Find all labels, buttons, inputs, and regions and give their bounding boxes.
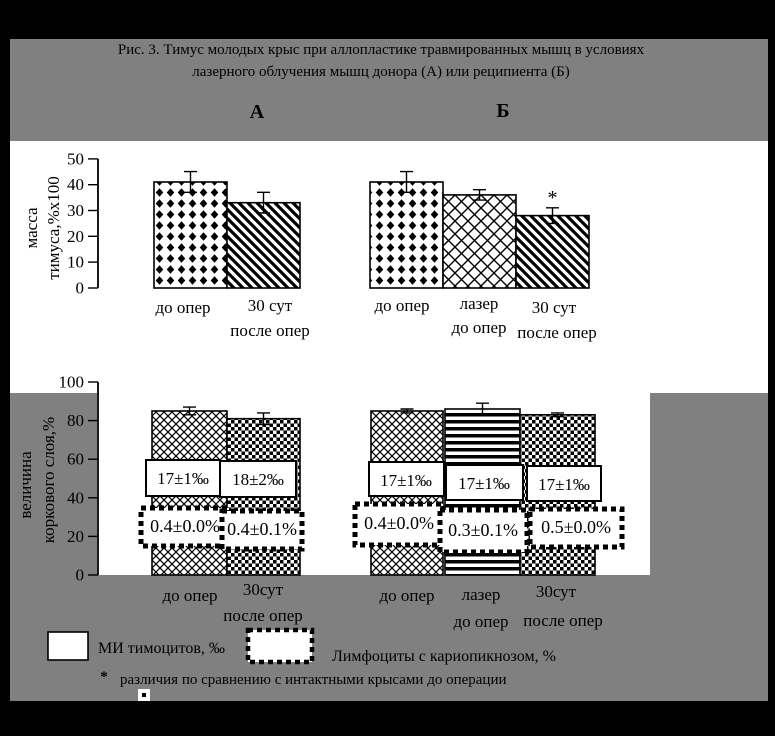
bottom-ytick-label: 0 [76,566,85,585]
top-a-xtick: 30 сут [248,296,293,315]
errorbar [400,170,413,193]
karyo-value: 0.4±0.0% [150,516,220,536]
legend-karyo-swatch [245,627,315,665]
errorbar [400,408,414,414]
panel-a-label: А [250,101,265,123]
legend-mi-swatch [47,631,89,661]
karyo-value-box [219,508,305,552]
mi-value: 18±2‰ [232,470,284,489]
mi-value-box [445,464,524,501]
bar-top-b-pre-op [369,181,444,289]
top-a-xtick: после опер [230,321,310,340]
top-ytick-label: 10 [67,253,84,272]
bottom-b-xtick: после опер [523,611,603,630]
bottom-ytick-label: 20 [67,527,84,546]
top-ytick-label: 40 [67,175,84,194]
bottom-b-xtick: 30сут [536,582,577,601]
karyo-value-box [352,501,446,548]
karyo-value-box [138,505,232,549]
mi-value-box [526,465,602,502]
legend-mi-label: МИ тимоцитов, ‰ [98,640,225,657]
mi-value: 17±1‰ [458,474,510,493]
bar-top-b-30days [515,214,590,289]
errorbar [546,207,559,225]
karyo-value: 0.4±0.1% [227,519,297,539]
figure-title-line2: лазерного облучения мышц донора (А) или … [192,64,569,80]
top-y-axis-label-line2: тимуса,%х100 [44,176,63,280]
mi-value-box [368,461,445,497]
mi-value: 17±1‰ [380,471,432,490]
top-ytick-label: 50 [67,149,84,168]
errorbar [476,402,489,416]
karyo-value: 0.3±0.1% [448,520,518,540]
significance-star: * [548,187,558,209]
top-a-xtick: до опер [155,298,210,317]
karyo-value: 0.4±0.0% [364,513,434,533]
bottom-b-xtick: лазер [462,585,501,604]
top-b-xtick: после опер [517,323,597,342]
top-b-xtick: лазер [460,294,499,313]
bottom-a-xtick: после опер [223,606,303,625]
selection-handle-dot [142,693,146,697]
top-b-xtick: до опер [374,296,429,315]
top-ytick-label: 30 [67,201,84,220]
bar-top-a-pre-op [153,181,228,289]
top-y-axis-label-line1: масса [22,207,41,248]
karyo-value-box [527,506,625,550]
mi-value: 17±1‰ [538,475,590,494]
bottom-y-axis-label-line1: величина [16,451,35,519]
top-b-xtick: 30 сут [532,298,577,317]
bar-top-a-30days [226,201,301,289]
top-ytick-label: 20 [67,227,84,246]
bottom-ytick-label: 60 [67,450,84,469]
mi-value-box [219,460,297,498]
errorbar [257,412,270,426]
karyo-value: 0.5±0.0% [541,517,611,537]
errorbar [473,189,486,201]
karyo-value-box [437,507,530,555]
legend: МИ тимоцитов, ‰ Лимфоциты с кариопикнозо… [47,627,556,701]
bottom-b-xtick: до опер [453,612,508,631]
bottom-chart: 0 20 40 60 80 100 величина коркового сло… [16,373,625,631]
figure-title-line1: Рис. 3. Тимус молодых крыс при аллопласт… [118,42,645,58]
top-chart: 0 10 20 30 40 50 масса тимуса,%х100 * до… [22,149,597,342]
legend-karyo-label: Лимфоциты с кариопикнозом, % [332,648,556,665]
bottom-a-xtick: до опер [162,586,217,605]
top-ytick-label: 0 [76,279,85,298]
errorbar [257,191,270,214]
errorbar [184,170,197,193]
bottom-ytick-label: 80 [67,411,84,430]
bottom-ytick-label: 100 [59,373,85,392]
footnote-text: различия по сравнению с интактными крыса… [120,672,507,688]
bottom-ytick-label: 40 [67,488,84,507]
top-b-xtick: до опер [451,318,506,337]
errorbar [551,412,564,418]
mi-value: 17±1‰ [157,469,209,488]
panel-b-label: Б [496,100,509,122]
header-gray-band [10,39,768,141]
footnote-star: * [100,669,108,685]
errorbar [183,406,196,416]
bottom-b-xtick: до опер [379,586,434,605]
bottom-a-xtick: 30сут [243,580,284,599]
bar-top-b-laser [442,194,517,289]
bottom-y-axis-label-line2: коркового слоя,% [39,417,58,543]
